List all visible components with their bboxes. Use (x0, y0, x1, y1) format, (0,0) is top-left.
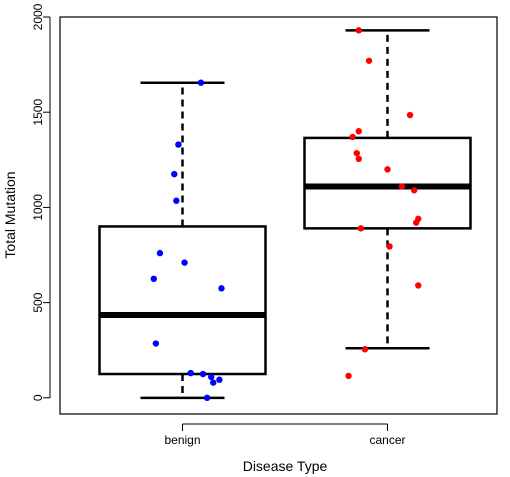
data-point (199, 370, 207, 378)
box-cancer (303, 29, 472, 350)
data-point (152, 340, 160, 347)
data-point (413, 219, 420, 226)
x-axis-title: Disease Type (243, 458, 328, 474)
boxes-layer (98, 29, 472, 400)
data-point (171, 170, 178, 178)
data-point (353, 149, 360, 157)
data-point (218, 285, 225, 292)
box-benign (98, 81, 267, 400)
y-tick-label: 1000 (31, 194, 45, 221)
data-point (386, 243, 393, 250)
data-point (361, 346, 369, 353)
y-tick-label: 1500 (31, 99, 45, 126)
data-point (156, 249, 164, 257)
data-point (216, 376, 223, 383)
iqr-box (98, 225, 267, 376)
data-point (355, 155, 362, 163)
points-cancer (345, 27, 422, 380)
data-point (150, 275, 157, 283)
data-point (410, 187, 418, 194)
data-point (406, 111, 414, 119)
data-point (398, 183, 406, 190)
data-point (349, 133, 356, 141)
data-point (365, 57, 373, 64)
data-point (187, 369, 194, 377)
data-point (357, 225, 365, 232)
data-point (173, 197, 180, 204)
y-axis: 0 500 1000 1500 2000 (31, 3, 51, 401)
y-tick-label: 500 (31, 292, 45, 312)
y-tick-label: 2000 (31, 3, 45, 30)
points-benign (150, 79, 225, 402)
y-tick-label: 0 (31, 394, 45, 401)
data-point (210, 379, 217, 386)
data-point (345, 372, 352, 380)
data-point (384, 166, 391, 173)
x-tick-label: cancer (369, 433, 405, 447)
data-point (355, 27, 362, 34)
data-point (175, 141, 182, 148)
data-point (197, 79, 205, 86)
plot-frame (59, 16, 498, 415)
iqr-box (303, 136, 472, 230)
x-tick-label: benign (164, 433, 200, 447)
data-point (415, 282, 422, 289)
x-axis: benign cancer (164, 423, 406, 447)
data-point (355, 128, 362, 135)
y-axis-title: Total Mutation (2, 171, 18, 258)
points-layer (150, 27, 422, 402)
data-point (203, 394, 211, 402)
data-point (208, 373, 215, 381)
data-point (181, 259, 188, 266)
